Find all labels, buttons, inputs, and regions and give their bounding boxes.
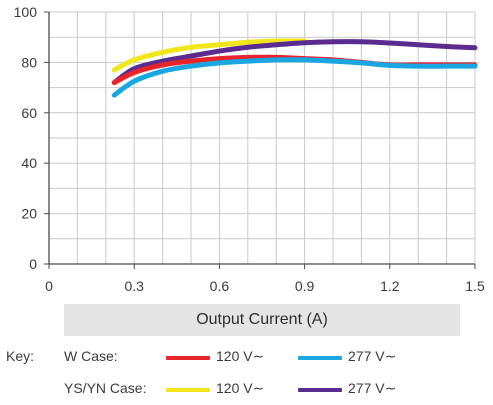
axes	[44, 11, 476, 269]
x-tick-label: 1.2	[380, 278, 400, 294]
y-tick-label: 100	[14, 4, 38, 20]
legend-item-label: 277 V∼	[348, 348, 397, 364]
x-tick-label: 0	[45, 278, 53, 294]
legend-key-label: Key:	[6, 348, 35, 364]
legend-swatch-w-120	[166, 356, 210, 360]
legend-item-label: 120 V∼	[216, 348, 265, 364]
grid-lines	[48, 11, 476, 265]
series-line-0	[111, 38, 308, 73]
series-line-3	[111, 57, 478, 98]
legend-row-name: W Case:	[64, 348, 118, 364]
tick-labels: 0 20 40 60 80 100 0 0.3 0.6 0.9 1.2 1.5	[14, 4, 485, 294]
x-tick-label: 0.3	[124, 278, 144, 294]
legend-item-label: 120 V∼	[216, 380, 265, 396]
legend-item-label: 277 V∼	[348, 380, 397, 396]
y-tick-label: 60	[21, 105, 37, 121]
legend-swatch-w-277	[298, 356, 342, 360]
x-axis-label: Output Current (A)	[64, 304, 460, 336]
y-tick-label: 80	[21, 54, 37, 70]
x-tick-label: 1.5	[465, 278, 485, 294]
y-tick-label: 0	[29, 256, 37, 272]
y-tick-label: 20	[21, 206, 37, 222]
series-lines	[111, 38, 478, 98]
efficiency-chart: 0 20 40 60 80 100 0 0.3 0.6 0.9 1.2 1.5	[14, 4, 485, 294]
series-line-1	[111, 39, 478, 86]
x-tick-label: 0.9	[295, 278, 315, 294]
legend-row-name: YS/YN Case:	[64, 380, 147, 396]
legend-swatch-ys-120	[166, 388, 210, 392]
y-tick-label: 40	[21, 155, 37, 171]
legend-swatch-ys-277	[298, 388, 342, 392]
x-tick-label: 0.6	[210, 278, 230, 294]
legend: Key: W Case: 120 V∼ 277 V∼ YS/YN Case: 1…	[0, 343, 493, 405]
